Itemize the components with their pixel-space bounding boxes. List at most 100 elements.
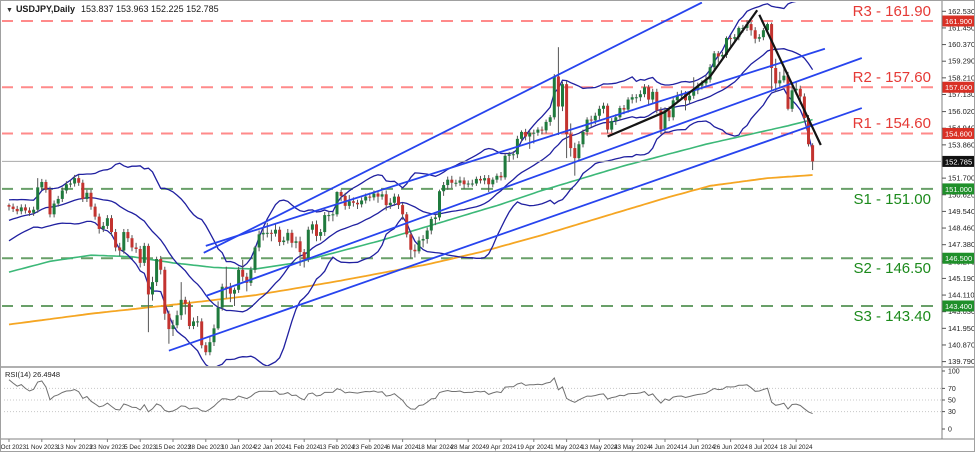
candle-bull	[761, 30, 765, 38]
candle-bull	[56, 198, 60, 204]
candle-bull	[602, 105, 605, 109]
main-price-pane[interactable]	[1, 1, 942, 368]
candle-bear	[138, 248, 142, 263]
candle-bear	[351, 201, 355, 203]
candle-bull	[73, 178, 77, 184]
candle-bull	[548, 117, 552, 122]
rsi-tick-label: 0	[948, 427, 952, 434]
candle-bear	[15, 208, 19, 212]
candle-bull	[310, 224, 314, 230]
candle-bear	[376, 193, 380, 197]
candle-bear	[241, 269, 245, 277]
candle-bull	[552, 76, 556, 118]
candle-bull	[561, 84, 564, 107]
candle-bull	[593, 115, 597, 121]
candle-bull	[335, 191, 339, 215]
candle-bear	[200, 321, 204, 346]
date-label: 28 Dec 2023	[188, 444, 224, 451]
black-trendline-ascending	[607, 9, 759, 138]
candle-bull	[171, 325, 175, 330]
candle-bull	[274, 229, 277, 234]
date-label: 19 Apr 2024	[517, 444, 551, 451]
candle-bull	[179, 299, 183, 316]
candle-bull	[442, 185, 446, 192]
candle-bull	[151, 282, 154, 295]
candle-bear	[204, 345, 208, 353]
bollinger-upper	[8, 2, 797, 268]
candle-bear	[786, 75, 790, 109]
candle-bear	[450, 179, 454, 183]
price-axis[interactable]: 162.530 161.450 160.370 159.290 158.210 157.1…	[1, 1, 975, 440]
blue-trendline[interactable]	[205, 47, 826, 247]
bollinger-lower	[8, 87, 814, 366]
candle-bear	[540, 129, 544, 131]
blue-trendline[interactable]	[205, 57, 863, 297]
candle-bull	[40, 181, 44, 188]
bollinger-middle	[8, 48, 814, 313]
candle-bear	[487, 178, 491, 185]
candle-bull	[585, 119, 589, 132]
date-label: 13 Nov 2023	[57, 444, 93, 451]
candle-bull	[520, 131, 523, 139]
badge-text: 146.500	[945, 254, 972, 263]
price-tick-label: 151.700	[948, 174, 975, 183]
rsi-tick-label: 70	[948, 386, 956, 393]
candle-bull	[626, 99, 630, 110]
rsi-pane[interactable]	[1, 377, 942, 415]
candle-bull	[294, 241, 298, 243]
candle-bear	[269, 232, 273, 234]
badge-text: 154.600	[945, 129, 972, 138]
candle-bear	[298, 241, 302, 253]
price-tick-label: 161.450	[948, 23, 975, 32]
blue-trendline[interactable]	[203, 2, 703, 254]
candle-bull	[483, 178, 487, 181]
candle-bear	[48, 189, 52, 215]
candle-bull	[19, 207, 23, 212]
symbol-period-label: USDJPY,Daily	[15, 4, 75, 14]
badge-text: 157.600	[945, 83, 972, 92]
candle-bear	[89, 192, 93, 207]
date-label: 28 Mar 2024	[451, 444, 487, 451]
date-label: 23 Feb 2024	[352, 444, 388, 451]
blue-trendline[interactable]	[168, 107, 863, 352]
candle-bull	[347, 201, 351, 206]
candle-bull	[208, 342, 212, 353]
candle-bull	[282, 240, 286, 243]
candle-bear	[556, 76, 560, 107]
date-label: 20 Oct 2023	[1, 444, 27, 451]
candle-bull	[433, 217, 437, 219]
candle-bear	[802, 96, 806, 119]
candle-bear	[134, 247, 138, 249]
date-label: 9 Apr 2024	[486, 444, 517, 451]
price-tick-label: 149.540	[948, 207, 975, 216]
candle-bull	[192, 321, 195, 327]
candle-bull	[64, 184, 68, 191]
candle-bull	[196, 321, 200, 323]
date-label: 22 Jan 2024	[254, 444, 289, 451]
candle-bear	[684, 94, 687, 101]
candle-bear	[23, 207, 27, 211]
date-label: 6 Mar 2024	[387, 444, 419, 451]
price-tick-label: 140.870	[948, 340, 975, 349]
candle-bear	[114, 232, 118, 248]
candle-bear	[798, 88, 802, 97]
candle-bull	[696, 85, 700, 91]
symbol-dropdown-icon[interactable]: ▼	[6, 7, 13, 14]
candle-bull	[712, 53, 716, 68]
candle-bear	[499, 175, 503, 178]
candle-bull	[142, 245, 146, 263]
candle-bull	[491, 179, 495, 185]
candle-bear	[753, 30, 757, 39]
date-label: 10 Jan 2024	[221, 444, 256, 451]
candle-bull	[737, 27, 741, 38]
black-trendline-descending	[758, 14, 822, 146]
candle-bear	[167, 313, 171, 330]
candle-bear	[462, 180, 466, 185]
candle-bear	[622, 108, 626, 110]
date-label: 23 Nov 2023	[90, 444, 126, 451]
candle-bull	[257, 234, 261, 248]
price-tick-label: 158.210	[948, 73, 975, 82]
price-tick-label: 157.130	[948, 90, 975, 99]
